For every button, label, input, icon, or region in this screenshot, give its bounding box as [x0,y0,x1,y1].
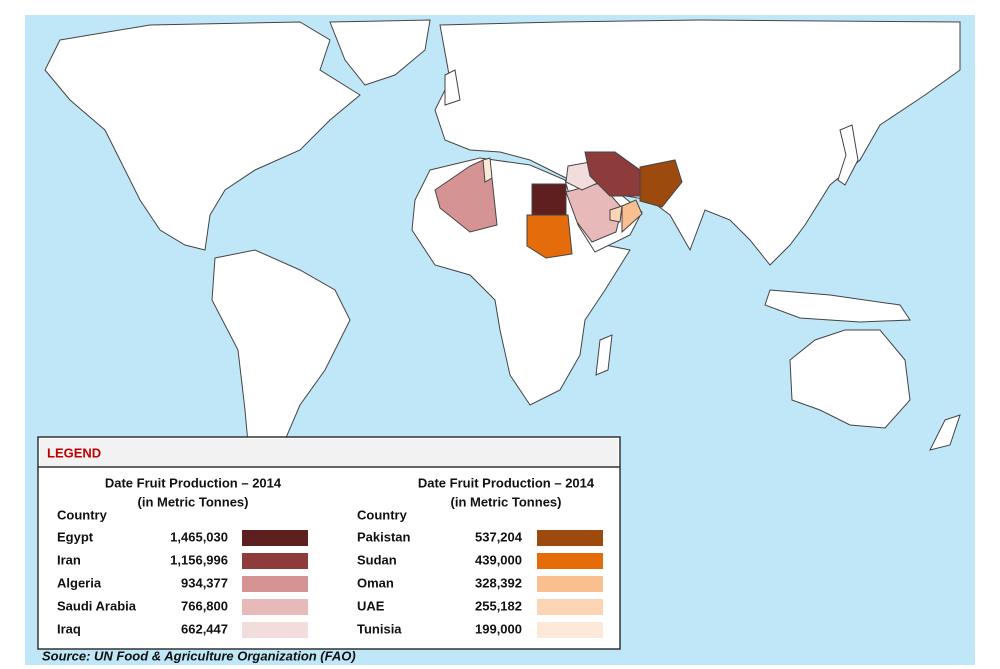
legend-columns: Date Fruit Production – 2014 (in Metric T… [57,475,603,638]
uk [444,69,461,106]
country-label: Country [357,507,408,522]
country [434,159,498,233]
column-heading: Date Fruit Production – 2014 [105,475,282,490]
color-swatch [242,530,308,546]
production-value: 766,800 [181,598,228,613]
eurasia [434,19,961,266]
country-name: Algeria [57,575,102,590]
production-value: 439,000 [475,552,522,567]
production-value: 255,182 [475,598,522,613]
production-value: 328,392 [475,575,522,590]
country [621,199,643,234]
highlighted-countries [434,151,683,259]
country-name: Iraq [57,621,81,636]
country [609,205,623,223]
column-subheading: (in Metric Tonnes) [451,494,562,509]
madagascar [595,334,613,376]
legend-title: LEGEND [47,445,101,460]
color-swatch [537,576,603,592]
color-swatch [242,599,308,615]
production-value: 1,465,030 [170,529,228,544]
production-value: 199,000 [475,621,522,636]
color-swatch [537,599,603,615]
greenland [329,19,431,86]
legend-box [37,436,621,650]
color-swatch [537,530,603,546]
production-value: 1,156,996 [170,552,228,567]
japan [837,124,859,186]
column-heading: Date Fruit Production – 2014 [418,475,595,490]
source: Source: UN Food & Agriculture Organizati… [42,648,356,663]
legend-header [40,439,618,467]
country-name: Egypt [57,529,94,544]
country-name: Tunisia [357,621,402,636]
country-name: Sudan [357,552,397,567]
north-america [44,21,361,251]
country [531,183,567,216]
country-name: Iran [57,552,81,567]
country-name: UAE [357,598,385,613]
column-subheading: (in Metric Tonnes) [138,494,249,509]
color-swatch [242,553,308,569]
country-label: Country [57,507,108,522]
color-swatch [242,622,308,638]
production-value: 934,377 [181,575,228,590]
country [482,157,493,183]
country-name: Oman [357,575,394,590]
country [639,159,683,208]
australia [789,329,911,429]
production-value: 537,204 [475,529,523,544]
new-zealand [929,414,961,451]
country [526,214,573,259]
country-name: Saudi Arabia [57,598,137,613]
color-swatch [242,576,308,592]
production-value: 662,447 [181,621,228,636]
country-name: Pakistan [357,529,411,544]
color-swatch [537,553,603,569]
color-swatch [537,622,603,638]
indonesia [764,289,911,323]
